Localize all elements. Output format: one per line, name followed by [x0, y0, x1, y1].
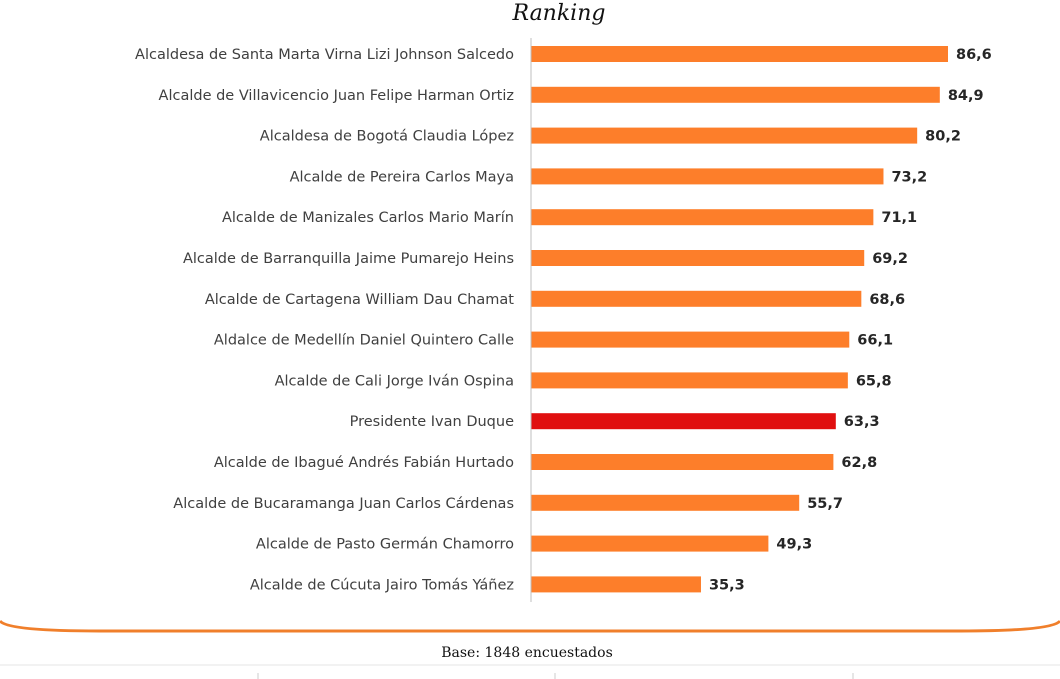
category-label: Alcaldesa de Santa Marta Virna Lizi John…: [135, 47, 514, 63]
bar: [531, 535, 769, 552]
value-label: 80,2: [925, 129, 961, 145]
value-label: 63,3: [844, 414, 880, 430]
category-label: Alcalde de Pasto Germán Chamorro: [256, 537, 514, 553]
value-label: 49,3: [776, 537, 812, 553]
value-label: 71,1: [881, 210, 917, 226]
value-label: 69,2: [872, 251, 908, 267]
value-label: 86,6: [956, 47, 992, 63]
bars-layer: Alcaldesa de Santa Marta Virna Lizi John…: [135, 46, 992, 593]
category-label: Alcalde de Barranquilla Jaime Pumarejo H…: [183, 251, 514, 267]
category-label: Alcalde de Cartagena William Dau Chamat: [205, 292, 514, 308]
bar: [531, 168, 884, 185]
bar: [531, 127, 918, 144]
category-label: Alcalde de Ibagué Andrés Fabián Hurtado: [214, 455, 514, 471]
category-label: Aldalce de Medellín Daniel Quintero Call…: [214, 333, 514, 349]
bar: [531, 86, 940, 103]
bar-highlight: [531, 413, 836, 430]
value-label: 73,2: [891, 169, 927, 185]
category-label: Alcalde de Manizales Carlos Mario Marín: [222, 210, 514, 226]
value-label: 35,3: [709, 577, 745, 593]
value-label: 84,9: [948, 88, 984, 104]
value-label: 68,6: [869, 292, 905, 308]
bar: [531, 372, 848, 389]
bar: [531, 290, 862, 307]
category-label: Alcalde de Pereira Carlos Maya: [290, 169, 514, 185]
chart-title: Ranking: [512, 1, 606, 26]
category-label: Alcalde de Villavicencio Juan Felipe Har…: [159, 88, 514, 104]
bar: [531, 454, 834, 470]
bar: [531, 331, 850, 348]
value-label: 62,8: [841, 455, 877, 471]
bar: [531, 250, 865, 266]
category-label: Alcaldesa de Bogotá Claudia López: [260, 129, 514, 145]
bar: [531, 209, 874, 226]
category-label: Alcalde de Cúcuta Jairo Tomás Yáñez: [250, 577, 514, 593]
bar: [531, 494, 800, 511]
category-label: Alcalde de Bucaramanga Juan Carlos Cárde…: [173, 496, 514, 512]
bar: [531, 576, 701, 593]
base-footnote: Base: 1848 encuestados: [441, 645, 613, 661]
value-label: 55,7: [807, 496, 843, 512]
category-label: Alcalde de Cali Jorge Iván Ospina: [275, 373, 514, 389]
decorative-curve: [0, 619, 1060, 633]
category-label: Presidente Ivan Duque: [350, 414, 514, 430]
value-label: 65,8: [856, 373, 892, 389]
bar: [531, 46, 948, 62]
value-label: 66,1: [857, 333, 893, 349]
